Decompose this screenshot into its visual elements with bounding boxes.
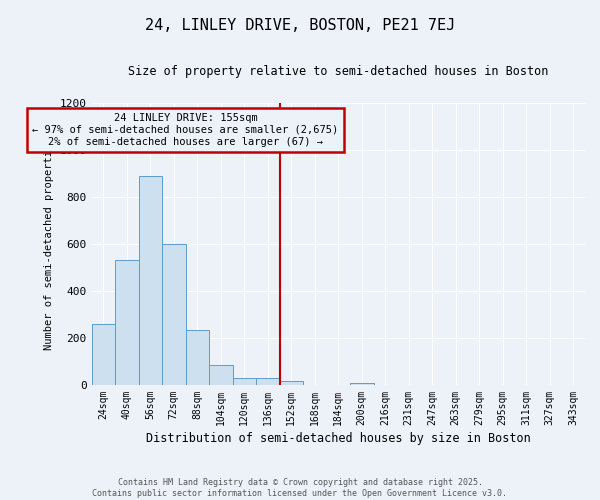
Bar — [233, 378, 256, 385]
Bar — [139, 176, 162, 385]
Bar — [280, 382, 303, 385]
Text: 24, LINLEY DRIVE, BOSTON, PE21 7EJ: 24, LINLEY DRIVE, BOSTON, PE21 7EJ — [145, 18, 455, 32]
Y-axis label: Number of semi-detached properties: Number of semi-detached properties — [44, 138, 54, 350]
Bar — [185, 330, 209, 385]
Bar — [92, 324, 115, 385]
Bar — [350, 383, 374, 385]
Title: Size of property relative to semi-detached houses in Boston: Size of property relative to semi-detach… — [128, 65, 548, 78]
Text: 24 LINLEY DRIVE: 155sqm
← 97% of semi-detached houses are smaller (2,675)
2% of : 24 LINLEY DRIVE: 155sqm ← 97% of semi-de… — [32, 114, 338, 146]
Bar — [115, 260, 139, 385]
Bar — [256, 378, 280, 385]
Text: Contains HM Land Registry data © Crown copyright and database right 2025.
Contai: Contains HM Land Registry data © Crown c… — [92, 478, 508, 498]
Bar — [209, 365, 233, 385]
Bar — [162, 244, 185, 385]
X-axis label: Distribution of semi-detached houses by size in Boston: Distribution of semi-detached houses by … — [146, 432, 530, 445]
